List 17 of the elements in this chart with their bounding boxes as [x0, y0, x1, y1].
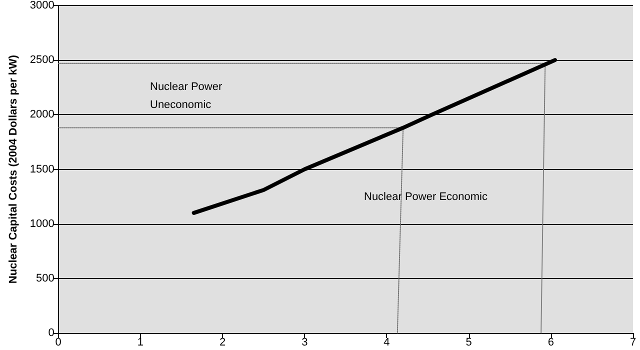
- x-tick-label: 7: [630, 336, 636, 348]
- y-tick-label: 1500: [30, 163, 54, 176]
- annotation: Nuclear Power Economic: [364, 191, 488, 203]
- x-tick-label: 6: [548, 336, 554, 348]
- y-tick-label: 500: [36, 272, 54, 284]
- x-tick-label: 2: [219, 336, 226, 348]
- y-tick-label: 1000: [30, 218, 54, 230]
- y-tick-label: 2000: [30, 108, 54, 121]
- y-tick-label: 3000: [30, 0, 54, 12]
- y-axis-title: Nuclear Capital Costs (2004 Dollars per kW): [8, 54, 20, 284]
- y-tick-label: 0: [48, 327, 54, 339]
- y-tick-label: 2500: [30, 54, 54, 66]
- x-tick-label: 4: [384, 336, 390, 348]
- annotation: Nuclear Power Uneconomic: [150, 81, 222, 111]
- x-tick-label: 1: [137, 336, 144, 348]
- x-tick-label: 3: [302, 336, 308, 348]
- x-tick-label: 5: [466, 336, 472, 348]
